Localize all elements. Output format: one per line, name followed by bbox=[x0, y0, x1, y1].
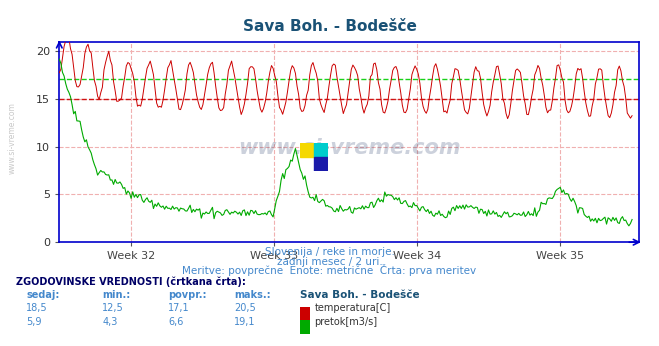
Bar bbox=[314, 143, 328, 157]
Text: Slovenija / reke in morje.: Slovenija / reke in morje. bbox=[264, 247, 395, 257]
Text: www.si-vreme.com: www.si-vreme.com bbox=[8, 102, 17, 174]
Text: 6,6: 6,6 bbox=[168, 317, 183, 327]
Text: 17,1: 17,1 bbox=[168, 303, 190, 313]
Text: maks.:: maks.: bbox=[234, 290, 271, 300]
Bar bbox=[300, 143, 314, 157]
Text: Meritve: povprečne  Enote: metrične  Črta: prva meritev: Meritve: povprečne Enote: metrične Črta:… bbox=[183, 264, 476, 276]
Text: povpr.:: povpr.: bbox=[168, 290, 206, 300]
Text: Sava Boh. - Bodešče: Sava Boh. - Bodešče bbox=[300, 290, 420, 300]
Text: Sava Boh. - Bodešče: Sava Boh. - Bodešče bbox=[243, 19, 416, 34]
Text: 4,3: 4,3 bbox=[102, 317, 117, 327]
Text: sedaj:: sedaj: bbox=[26, 290, 60, 300]
Text: www.si-vreme.com: www.si-vreme.com bbox=[238, 138, 461, 158]
Text: 18,5: 18,5 bbox=[26, 303, 48, 313]
Text: 20,5: 20,5 bbox=[234, 303, 256, 313]
Text: min.:: min.: bbox=[102, 290, 130, 300]
Bar bbox=[314, 157, 328, 171]
Text: 5,9: 5,9 bbox=[26, 317, 42, 327]
Text: temperatura[C]: temperatura[C] bbox=[314, 303, 391, 313]
Text: 19,1: 19,1 bbox=[234, 317, 256, 327]
Text: 12,5: 12,5 bbox=[102, 303, 124, 313]
Text: pretok[m3/s]: pretok[m3/s] bbox=[314, 317, 378, 327]
Text: ZGODOVINSKE VREDNOSTI (črtkana črta):: ZGODOVINSKE VREDNOSTI (črtkana črta): bbox=[16, 277, 246, 288]
Text: zadnji mesec / 2 uri.: zadnji mesec / 2 uri. bbox=[277, 257, 382, 267]
